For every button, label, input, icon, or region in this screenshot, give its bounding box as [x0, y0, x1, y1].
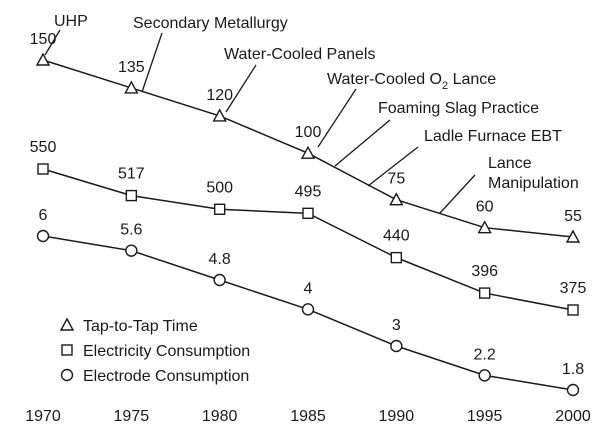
- data-label: 517: [118, 166, 145, 183]
- circle-marker: [36, 229, 50, 243]
- legend-label: Electrode Consumption: [83, 368, 249, 385]
- triangle-marker: [212, 108, 227, 122]
- data-label: 60: [476, 199, 494, 216]
- data-label: 150: [30, 31, 57, 48]
- annotation-label: Lance Manipulation: [488, 155, 579, 192]
- data-label: 6: [39, 207, 48, 224]
- data-label: 440: [383, 228, 410, 245]
- square-marker: [390, 251, 403, 264]
- annotation-label: Foaming Slag Practice: [378, 100, 539, 117]
- x-tick-label: 1980: [202, 408, 238, 425]
- data-labels: 150 135 120 100 75 60 55 550 517 500 495 440 396 375 6…: [30, 31, 587, 378]
- annotation-label: Water-Cooled O2 Lance: [327, 71, 496, 92]
- circle-marker: [301, 303, 315, 316]
- annotation-leader: [439, 174, 476, 214]
- data-label: 550: [30, 139, 57, 156]
- data-label: 55: [564, 208, 582, 225]
- triangle-marker: [389, 192, 404, 206]
- data-label: 2.2: [474, 346, 496, 363]
- legend-circle-icon: [60, 368, 74, 382]
- annotations: UHP Secondary Metallurgy Water-Cooled Pane…: [54, 13, 579, 192]
- square-marker: [37, 163, 49, 175]
- data-label: 1.8: [562, 361, 584, 378]
- data-label: 4.8: [209, 251, 231, 268]
- triangle-marker: [124, 80, 139, 94]
- annotation-label: Water-Cooled Panels: [224, 46, 375, 63]
- triangle-marker: [35, 52, 51, 66]
- series-markers: [35, 52, 581, 397]
- annotation-label: Ladle Furnace EBT: [424, 128, 562, 145]
- data-label: 3: [392, 317, 401, 334]
- data-label: 75: [387, 171, 405, 188]
- triangle-marker: [477, 220, 492, 234]
- annotation-leader: [141, 32, 163, 93]
- square-marker: [567, 304, 579, 316]
- data-label: 120: [206, 87, 233, 104]
- x-tick-label: 2000: [555, 408, 591, 425]
- x-tick-label: 1985: [290, 408, 326, 425]
- circle-marker: [213, 273, 226, 287]
- x-tick-label: 1975: [114, 408, 150, 425]
- triangle-marker: [565, 229, 581, 243]
- circle-marker: [390, 339, 403, 353]
- annotation-leader: [334, 119, 391, 167]
- square-marker: [125, 189, 138, 202]
- legend-triangle-icon: [59, 317, 75, 331]
- square-marker: [302, 207, 314, 220]
- data-label: 500: [206, 179, 233, 196]
- circle-marker: [125, 244, 138, 257]
- x-axis-ticks: 1970 1975 1980 1985 1990 1995 2000: [25, 408, 591, 425]
- annotation-leader: [44, 29, 61, 56]
- data-label: 135: [118, 59, 145, 76]
- annotation-leaders: [44, 29, 476, 214]
- data-label: 495: [295, 183, 322, 200]
- legend-square-icon: [61, 344, 73, 356]
- data-label: 100: [295, 124, 322, 141]
- circle-marker: [566, 383, 580, 397]
- data-label: 375: [560, 280, 587, 297]
- circle-marker: [478, 369, 491, 382]
- triangle-marker: [300, 145, 316, 159]
- annotation-label: UHP: [54, 13, 88, 30]
- legend: Tap-to-Tap Time Electricity Consumption El…: [59, 317, 250, 385]
- annotation-leader: [225, 64, 257, 113]
- annotation-leader: [317, 88, 357, 148]
- data-label: 5.6: [120, 222, 142, 239]
- annotation-label: Secondary Metallurgy: [133, 15, 288, 32]
- x-tick-label: 1970: [25, 408, 61, 425]
- legend-label: Electricity Consumption: [83, 343, 250, 360]
- square-marker: [478, 287, 491, 299]
- data-label: 396: [471, 263, 498, 280]
- data-label: 4: [304, 280, 313, 297]
- square-marker: [213, 203, 226, 215]
- legend-label: Tap-to-Tap Time: [83, 318, 198, 335]
- x-tick-label: 1995: [467, 408, 503, 425]
- annotation-leader: [367, 146, 419, 187]
- x-tick-label: 1990: [379, 408, 415, 425]
